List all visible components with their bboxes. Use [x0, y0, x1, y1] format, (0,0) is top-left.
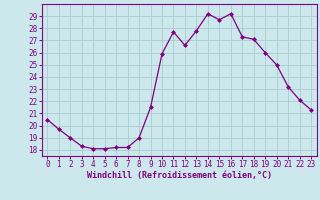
X-axis label: Windchill (Refroidissement éolien,°C): Windchill (Refroidissement éolien,°C): [87, 171, 272, 180]
